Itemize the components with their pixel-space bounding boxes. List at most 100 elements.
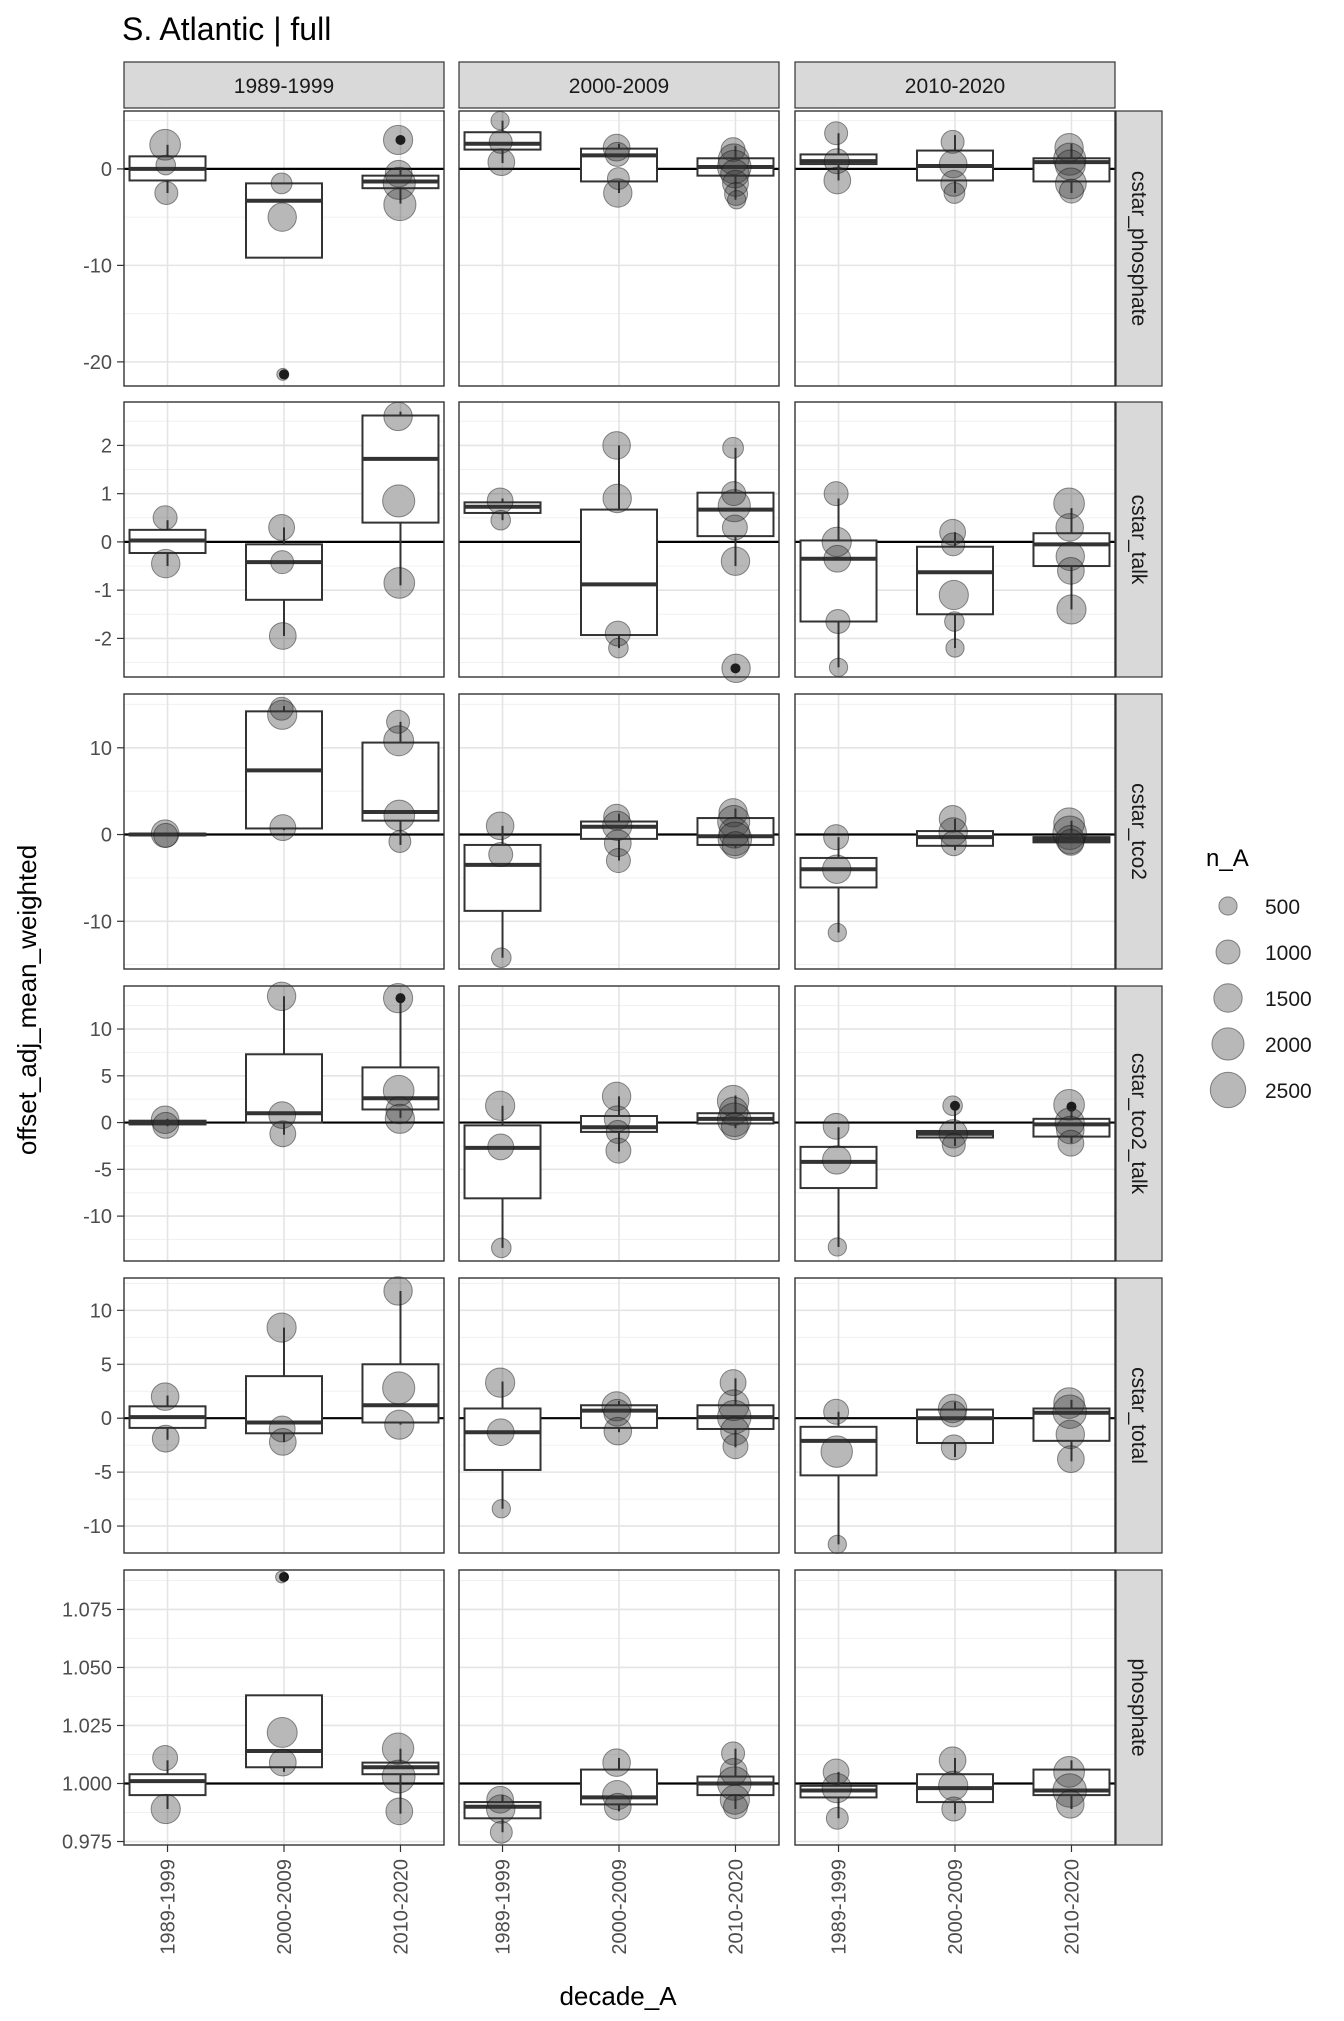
row-strip-0	[1115, 110, 1163, 387]
data-point	[821, 1773, 852, 1804]
box	[696, 1775, 775, 1797]
y-tick-label: -10	[83, 911, 112, 933]
panel-border	[794, 110, 1116, 387]
data-point	[722, 1794, 748, 1820]
data-point	[601, 1391, 632, 1422]
y-tick-label: 1.025	[62, 1715, 112, 1737]
y-tick-label: 0.975	[62, 1832, 112, 1854]
data-point	[717, 821, 753, 857]
box	[245, 543, 323, 601]
y-tick-label: 10	[90, 738, 112, 760]
row-strip-label-1: cstar_talk	[1127, 495, 1150, 585]
data-point	[388, 830, 412, 853]
data-point	[823, 824, 850, 851]
data-point	[1052, 1773, 1087, 1808]
data-point	[269, 1120, 297, 1148]
y-tick-label: 0	[101, 825, 112, 847]
y-tick-label: 0	[101, 159, 112, 181]
data-point	[721, 831, 750, 859]
data-point	[941, 532, 966, 557]
legend-key	[1209, 1071, 1247, 1109]
data-point	[385, 1096, 414, 1125]
data-point	[602, 133, 631, 162]
data-point	[604, 141, 630, 167]
row-strip-label-3: cstar_tco2_talk	[1127, 1053, 1150, 1195]
panel-4-1	[458, 1277, 780, 1554]
data-point	[276, 367, 290, 381]
data-point	[717, 1766, 752, 1801]
data-point	[384, 159, 413, 188]
data-point	[603, 803, 631, 831]
data-point	[275, 1570, 289, 1584]
data-point	[1052, 815, 1087, 851]
x-axis-title: decade_A	[559, 1981, 677, 2011]
data-point	[717, 489, 751, 523]
legend-key	[1218, 896, 1238, 916]
data-point	[602, 1780, 633, 1811]
box	[128, 1773, 207, 1797]
x-tick-label: 2000-2009	[609, 1859, 631, 1955]
data-point	[485, 811, 515, 841]
data-point	[938, 817, 968, 847]
box	[799, 539, 878, 623]
panel-4-2	[794, 1277, 1116, 1555]
data-point	[383, 567, 416, 599]
data-point	[150, 1793, 181, 1825]
box	[361, 414, 440, 524]
x-tick-label: 1989-1999	[829, 1859, 851, 1955]
col-strip-1	[458, 61, 780, 109]
y-tick-label: -10	[83, 1206, 112, 1228]
data-point	[383, 188, 417, 222]
data-point	[602, 810, 633, 841]
data-point	[150, 1382, 180, 1411]
data-point	[1054, 132, 1084, 163]
legend-label: 1000	[1265, 942, 1312, 965]
data-point	[1054, 149, 1086, 181]
data-point	[716, 1084, 750, 1118]
data-point	[827, 1534, 847, 1555]
data-point	[719, 1369, 747, 1397]
panel-5-0	[123, 1569, 445, 1846]
data-point	[824, 121, 849, 146]
data-point	[485, 1367, 516, 1398]
data-point	[151, 548, 181, 579]
box	[463, 1407, 542, 1471]
data-point	[717, 1102, 752, 1137]
data-point	[491, 1499, 511, 1519]
data-point	[488, 129, 513, 154]
panel-border	[458, 693, 780, 970]
x-tick-label: 1989-1999	[493, 1859, 515, 1955]
box	[696, 491, 775, 538]
data-point	[603, 1105, 631, 1133]
data-point	[938, 1770, 969, 1801]
row-strip-label-0: cstar_phosphate	[1127, 171, 1150, 326]
data-point	[603, 829, 632, 858]
data-point	[151, 1424, 180, 1453]
data-point	[717, 149, 752, 185]
data-point	[1055, 1419, 1085, 1450]
panel-1-1	[458, 401, 780, 684]
col-strip-label-2: 2010-2020	[905, 75, 1005, 98]
data-point	[268, 1428, 297, 1456]
data-point	[606, 167, 630, 191]
col-strip-label-1: 2000-2009	[569, 75, 669, 98]
panel-0-0	[123, 110, 445, 387]
data-point	[720, 137, 746, 163]
data-point	[1053, 487, 1085, 520]
panel-3-2	[794, 985, 1116, 1262]
y-tick-label: 0	[101, 532, 112, 554]
legend-key	[1215, 939, 1241, 965]
data-point	[940, 129, 965, 154]
data-point	[382, 1371, 416, 1405]
chart-title: S. Atlantic | full	[122, 11, 331, 47]
data-point	[1053, 1088, 1085, 1121]
data-point	[603, 1792, 632, 1821]
data-point	[268, 1748, 297, 1777]
y-tick-label: 0	[101, 1408, 112, 1430]
data-point	[722, 169, 749, 197]
data-point	[823, 148, 850, 175]
outlier-point	[950, 1100, 960, 1111]
data-point	[603, 178, 633, 208]
data-point	[268, 622, 297, 650]
